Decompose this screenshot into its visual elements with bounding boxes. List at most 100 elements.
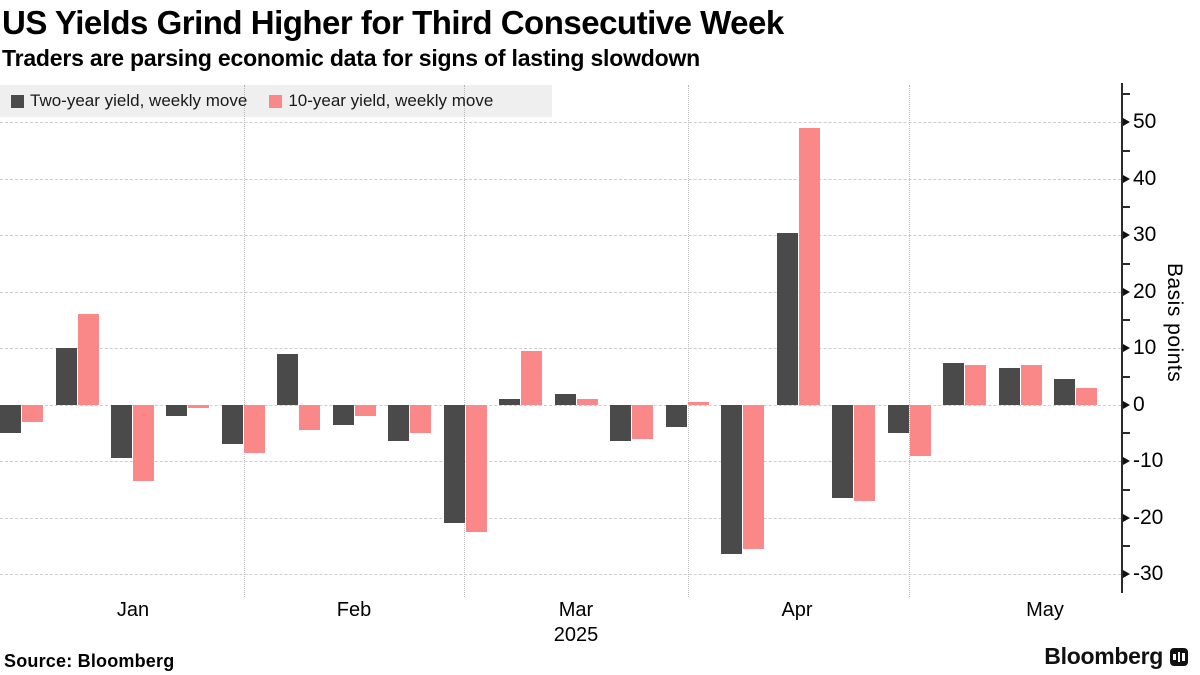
y-axis-tick-label: 40 (1133, 166, 1157, 190)
source-note: Source: Bloomberg (4, 651, 175, 671)
bar-two-year-week-4 (166, 404, 188, 417)
y-axis-tick-label: 30 (1133, 223, 1157, 247)
bar-two-year-week-13 (665, 404, 687, 428)
y-axis-major-tick (1123, 231, 1130, 240)
y-axis-minor-tick (1122, 545, 1130, 548)
bar-two-year-week-8 (388, 404, 410, 442)
gridline--20 (0, 517, 1121, 519)
legend-item-two-year: Two-year yield, weekly move (11, 91, 247, 111)
bar-ten-year-week-19 (1020, 365, 1042, 405)
bar-ten-year-week-2 (77, 314, 99, 405)
gridline-20 (0, 291, 1121, 293)
bar-two-year-week-20 (1053, 379, 1075, 405)
y-axis-tick-label: -30 (1133, 562, 1164, 586)
bar-ten-year-week-9 (465, 404, 487, 532)
gridline-40 (0, 178, 1121, 180)
bar-ten-year-week-7 (354, 404, 376, 417)
bar-two-year-week-2 (55, 348, 77, 405)
bar-ten-year-week-4 (188, 404, 210, 408)
x-axis-label-apr: Apr (781, 599, 813, 621)
gridline-0 (0, 404, 1121, 406)
y-axis-minor-tick (1122, 319, 1130, 322)
bloomberg-logo-text: Bloomberg (1044, 643, 1163, 669)
bar-ten-year-week-18 (965, 365, 986, 405)
bar-ten-year-week-12 (632, 404, 654, 439)
y-axis-major-tick (1123, 174, 1130, 183)
y-axis-major-tick (1123, 118, 1130, 127)
bar-two-year-week-14 (721, 404, 743, 555)
bar-two-year-week-1 (0, 404, 21, 434)
bar-two-year-week-18 (943, 362, 964, 405)
x-axis-label-may: May (1026, 599, 1064, 621)
bloomberg-logo: Bloomberg (1044, 643, 1188, 670)
y-axis-minor-tick (1122, 93, 1130, 95)
bar-two-year-week-19 (998, 368, 1020, 405)
bar-ten-year-week-3 (132, 404, 154, 482)
bar-two-year-week-9 (443, 404, 465, 524)
legend-item-ten-year: 10-year yield, weekly move (269, 91, 493, 111)
gridline-30 (0, 235, 1121, 237)
gridline-10 (0, 348, 1121, 350)
bar-two-year-week-16 (832, 404, 853, 498)
legend: Two-year yield, weekly move 10-year yiel… (0, 85, 552, 117)
y-axis-major-tick (1123, 344, 1130, 353)
y-axis-major-tick (1123, 570, 1130, 579)
y-axis-title: Basis points (1163, 263, 1186, 383)
ten-year-swatch-icon (269, 94, 283, 108)
y-axis-tick-label: 20 (1133, 279, 1157, 303)
y-axis-minor-tick (1122, 206, 1130, 209)
bar-ten-year-week-16 (854, 404, 875, 501)
y-axis-tick-label: -10 (1133, 449, 1164, 473)
bar-ten-year-week-14 (743, 404, 765, 549)
y-axis-major-tick (1123, 457, 1130, 466)
bar-two-year-week-7 (332, 404, 354, 425)
bar-two-year-week-12 (610, 404, 632, 442)
bar-ten-year-week-6 (299, 404, 321, 431)
x-axis-label-feb: Feb (336, 599, 372, 621)
x-axis-year-label: 2025 (553, 624, 599, 646)
y-axis-tick-label: 50 (1133, 110, 1157, 134)
gridline--10 (0, 461, 1121, 463)
bar-ten-year-week-5 (243, 404, 265, 453)
bar-two-year-week-11 (554, 393, 576, 405)
bar-ten-year-week-10 (521, 351, 543, 405)
bar-two-year-week-3 (110, 404, 132, 459)
y-axis-major-tick (1123, 513, 1130, 522)
bar-ten-year-week-11 (576, 399, 598, 405)
y-axis-minor-tick (1122, 432, 1130, 435)
month-separator (464, 85, 465, 597)
y-axis-minor-tick (1122, 262, 1130, 265)
x-axis-label-jan: Jan (116, 599, 150, 621)
bar-two-year-week-10 (499, 399, 521, 405)
bar-ten-year-week-17 (909, 404, 931, 456)
bar-ten-year-week-13 (687, 402, 709, 405)
bar-two-year-week-17 (887, 404, 909, 434)
y-axis-minor-tick (1122, 488, 1130, 491)
legend-label-two-year: Two-year yield, weekly move (30, 91, 248, 110)
bar-ten-year-week-8 (410, 404, 432, 434)
bar-ten-year-week-15 (798, 127, 820, 405)
chart-subtitle: Traders are parsing economic data for si… (2, 45, 700, 71)
y-axis-major-tick (1123, 287, 1130, 296)
y-axis-minor-tick (1122, 375, 1130, 378)
bar-ten-year-week-20 (1075, 387, 1097, 405)
bar-two-year-week-15 (776, 232, 798, 405)
bar-two-year-week-5 (221, 404, 243, 445)
chart-title: US Yields Grind Higher for Third Consecu… (2, 4, 784, 41)
month-separator (244, 85, 245, 597)
y-axis-tick-label: 0 (1133, 392, 1145, 416)
y-axis-tick-label: -20 (1133, 505, 1164, 529)
gridline-50 (0, 122, 1121, 124)
month-separator (688, 85, 689, 597)
bar-ten-year-week-1 (22, 404, 43, 422)
y-axis-line (1121, 83, 1123, 593)
x-axis-label-mar: Mar (558, 599, 594, 621)
y-axis-tick-label: 10 (1133, 336, 1157, 360)
two-year-swatch-icon (11, 94, 24, 108)
legend-label-ten-year: 10-year yield, weekly move (288, 91, 494, 110)
bloomberg-chart-icon (1170, 647, 1188, 666)
y-axis-minor-tick (1122, 149, 1130, 152)
month-separator (909, 85, 910, 597)
bar-two-year-week-6 (277, 354, 299, 405)
